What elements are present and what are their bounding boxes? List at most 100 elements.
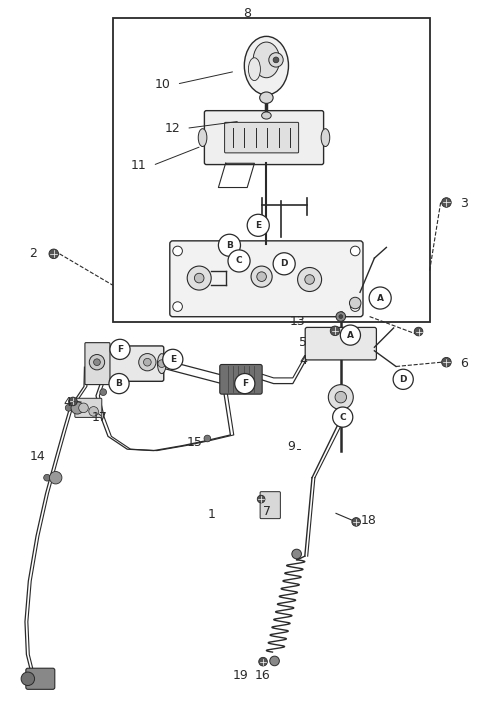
Circle shape [269, 53, 283, 67]
Circle shape [257, 496, 265, 503]
Circle shape [340, 325, 360, 345]
Ellipse shape [157, 354, 166, 374]
Ellipse shape [253, 42, 279, 78]
Circle shape [257, 272, 266, 282]
Text: 14: 14 [30, 450, 46, 463]
Circle shape [69, 397, 77, 406]
FancyBboxPatch shape [220, 364, 262, 394]
Circle shape [49, 249, 59, 259]
FancyBboxPatch shape [260, 492, 280, 518]
Text: E: E [170, 355, 176, 364]
Circle shape [328, 384, 353, 410]
Text: 8: 8 [243, 7, 251, 20]
Circle shape [336, 312, 346, 322]
Circle shape [350, 302, 360, 312]
Circle shape [110, 339, 130, 359]
Circle shape [89, 354, 105, 370]
FancyBboxPatch shape [107, 346, 164, 381]
Text: 12: 12 [164, 122, 180, 135]
Circle shape [273, 253, 295, 275]
Circle shape [89, 406, 98, 416]
Text: A: A [377, 294, 384, 302]
Text: A: A [347, 331, 354, 339]
Text: D: D [399, 375, 407, 384]
Text: 1: 1 [208, 508, 216, 521]
Circle shape [339, 314, 343, 319]
Circle shape [163, 349, 183, 369]
Text: 5: 5 [299, 336, 307, 349]
Text: C: C [339, 413, 346, 421]
Circle shape [298, 267, 322, 292]
Circle shape [352, 518, 360, 526]
Circle shape [139, 354, 156, 371]
Circle shape [442, 357, 451, 367]
Text: 19: 19 [233, 669, 249, 682]
Circle shape [414, 327, 423, 336]
Circle shape [247, 215, 269, 236]
Text: D: D [280, 260, 288, 268]
Circle shape [335, 391, 347, 403]
Circle shape [349, 297, 361, 309]
Text: 11: 11 [131, 159, 146, 172]
Ellipse shape [262, 112, 271, 119]
Circle shape [49, 471, 62, 484]
Text: 17: 17 [92, 411, 108, 424]
FancyBboxPatch shape [75, 399, 102, 417]
Circle shape [350, 246, 360, 256]
Ellipse shape [321, 128, 330, 146]
FancyBboxPatch shape [26, 668, 55, 689]
Text: C: C [236, 257, 242, 265]
Text: 3: 3 [460, 197, 468, 210]
Circle shape [173, 246, 182, 256]
Text: B: B [226, 241, 233, 250]
Circle shape [144, 359, 151, 366]
Ellipse shape [244, 36, 288, 95]
Circle shape [94, 359, 100, 366]
Circle shape [218, 235, 240, 256]
Circle shape [109, 374, 129, 394]
Circle shape [21, 672, 35, 685]
Circle shape [393, 369, 413, 389]
Circle shape [292, 549, 301, 559]
Circle shape [305, 275, 314, 284]
Circle shape [65, 404, 72, 411]
FancyBboxPatch shape [305, 327, 376, 360]
Text: E: E [255, 221, 261, 230]
Circle shape [259, 657, 267, 666]
Ellipse shape [249, 58, 260, 81]
Circle shape [158, 360, 166, 367]
Circle shape [71, 401, 84, 414]
Circle shape [251, 266, 272, 287]
Text: 13: 13 [290, 315, 305, 328]
FancyBboxPatch shape [204, 111, 324, 165]
Circle shape [333, 407, 353, 427]
Text: F: F [117, 345, 123, 354]
Text: 10: 10 [155, 78, 170, 91]
FancyBboxPatch shape [85, 343, 110, 384]
Circle shape [204, 435, 211, 442]
Text: 6: 6 [460, 357, 468, 370]
Circle shape [173, 302, 182, 312]
Bar [113, 18, 430, 322]
Text: 4: 4 [63, 396, 71, 409]
FancyBboxPatch shape [170, 241, 363, 317]
Circle shape [442, 198, 451, 207]
Circle shape [44, 474, 50, 481]
Circle shape [228, 250, 250, 272]
Circle shape [330, 326, 340, 336]
Text: 18: 18 [361, 514, 377, 527]
Text: B: B [116, 379, 122, 388]
Circle shape [235, 374, 255, 394]
Circle shape [194, 273, 204, 283]
Circle shape [273, 57, 279, 63]
Ellipse shape [198, 128, 207, 146]
Text: 15: 15 [186, 436, 203, 449]
Circle shape [100, 389, 107, 396]
Text: 4: 4 [300, 354, 307, 367]
Circle shape [369, 287, 391, 309]
Text: F: F [242, 379, 248, 388]
FancyBboxPatch shape [225, 123, 299, 153]
Circle shape [187, 266, 211, 290]
Text: 9: 9 [288, 440, 295, 453]
Circle shape [79, 403, 88, 413]
